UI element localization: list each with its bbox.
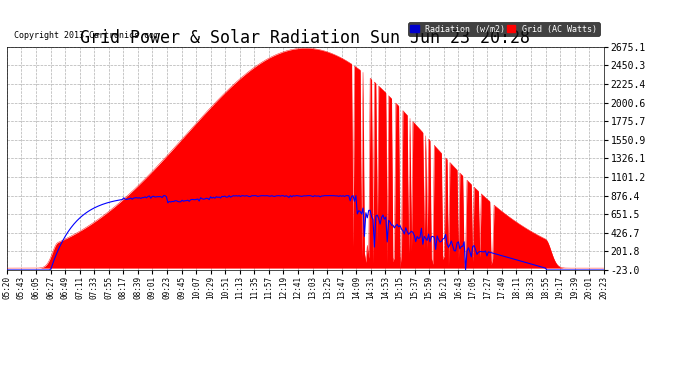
Text: Copyright 2013 Cartronics.com: Copyright 2013 Cartronics.com — [14, 30, 159, 39]
Title: Grid Power & Solar Radiation Sun Jun 23 20:28: Grid Power & Solar Radiation Sun Jun 23 … — [80, 29, 531, 47]
Legend: Radiation (w/m2), Grid (AC Watts): Radiation (w/m2), Grid (AC Watts) — [408, 22, 600, 36]
